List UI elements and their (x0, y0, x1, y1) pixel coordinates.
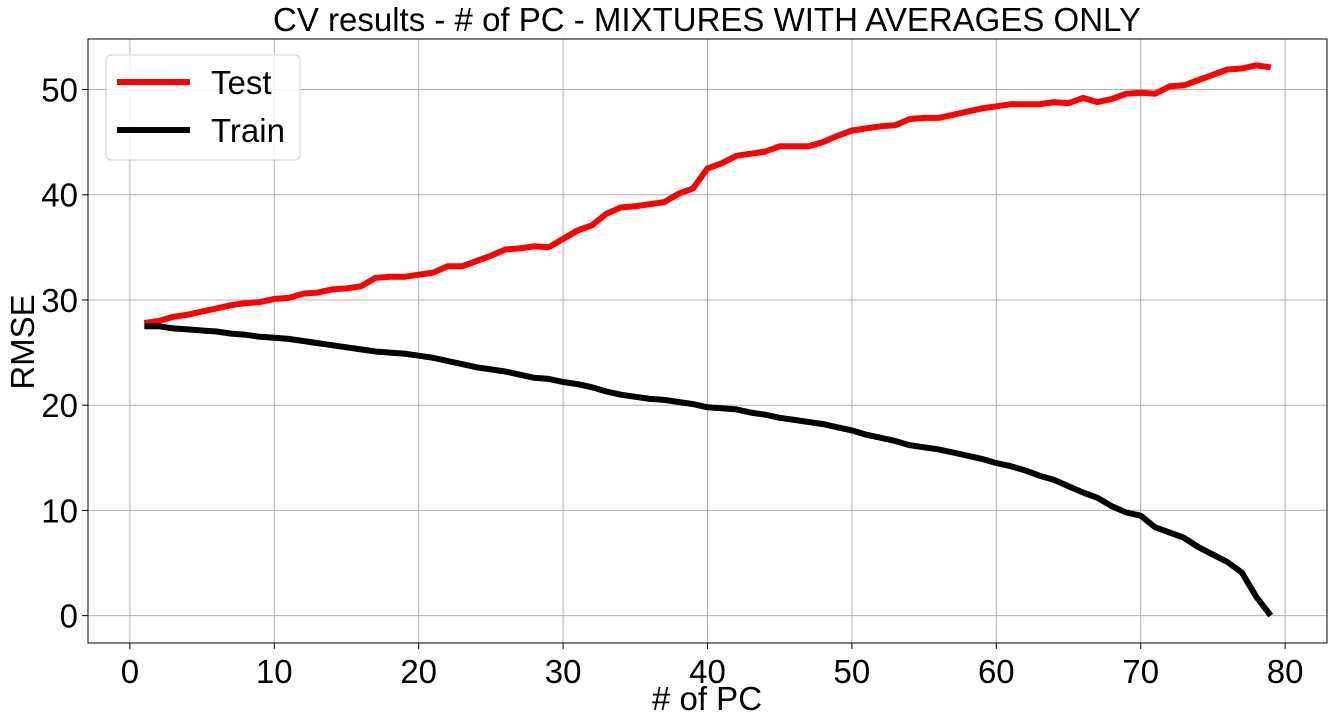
x-tick-label: 0 (121, 653, 139, 690)
x-tick-label: 60 (978, 653, 1015, 690)
x-axis-label: # of PC (652, 680, 762, 717)
y-tick-label: 20 (41, 387, 78, 424)
grid (88, 39, 1327, 643)
series-line-test (143, 62, 1272, 327)
series-line-train (144, 323, 1274, 618)
y-tick-label: 50 (41, 72, 78, 109)
x-tick-label: 50 (834, 653, 871, 690)
x-tick-label: 80 (1267, 653, 1304, 690)
x-tick-label: 70 (1122, 653, 1159, 690)
x-tick-label: 20 (400, 653, 437, 690)
x-tick-label: 30 (545, 653, 582, 690)
y-tick-label: 40 (41, 177, 78, 214)
y-tick-label: 0 (60, 598, 78, 635)
ticks: 0 10 20 30 40 50 60 70 80 0 10 20 30 40 50 (41, 72, 1303, 690)
legend-label-train: Train (211, 112, 285, 149)
y-tick-label: 30 (41, 282, 78, 319)
legend-label-test: Test (211, 64, 272, 101)
series-layer (143, 62, 1274, 618)
x-tick-label: 40 (689, 653, 726, 690)
y-tick-label: 10 (41, 492, 78, 529)
y-axis-label: RMSE (4, 294, 41, 389)
x-tick-label: 10 (256, 653, 293, 690)
legend: Test Train (105, 54, 301, 161)
chart-title: CV results - # of PC - MIXTURES WITH AVE… (273, 1, 1141, 38)
